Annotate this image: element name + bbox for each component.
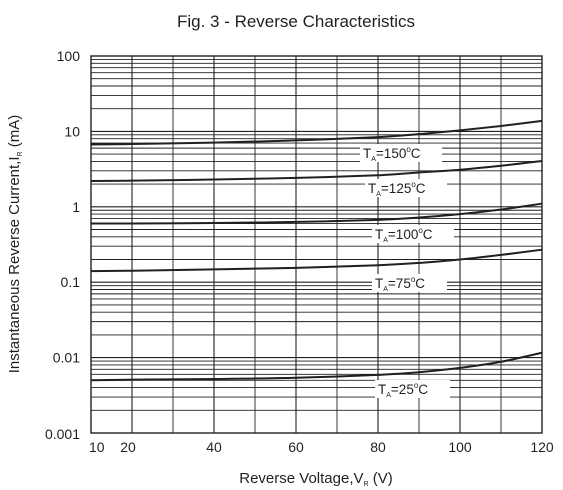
series-line-0: [90, 119, 543, 146]
y-tick-label: 1: [72, 199, 80, 215]
x-tick-label: 100: [448, 439, 472, 455]
y-tick-label: 100: [57, 48, 81, 64]
x-axis-label-sub: R: [364, 481, 369, 488]
series-label: TA=75oC: [375, 275, 425, 293]
x-axis-label-main: Reverse Voltage,V: [239, 470, 363, 487]
series-label-bg: [372, 225, 454, 243]
series-label-bg: [360, 144, 442, 162]
x-tick-labels: 10 20 40 60 80 100 120: [89, 439, 554, 455]
y-tick-label: 0.1: [61, 274, 81, 290]
series-label-bg: [372, 274, 447, 292]
x-tick-label: 40: [206, 439, 222, 455]
x-tick-label: 20: [120, 439, 136, 455]
plot-frame: [90, 55, 543, 434]
series-line-1: [90, 160, 543, 182]
y-axis-label: Instantaneous Reverse Current,IR (mA): [6, 115, 24, 374]
curves: [90, 119, 543, 382]
y-tick-label: 0.001: [45, 426, 80, 442]
series-label: TA=25oC: [378, 381, 428, 399]
series-label: TA=150oC: [363, 145, 421, 163]
x-tick-label: 60: [288, 439, 304, 455]
series-label-bg: [375, 380, 450, 398]
series-labels: TA=150oC TA=125oC TA=100oC TA=75oC TA=25oC: [360, 144, 454, 399]
y-tick-label: 10: [64, 123, 80, 139]
series-line-4: [90, 351, 543, 382]
y-tick-labels: 0.001 0.01 0.1 1 10 100: [45, 48, 80, 442]
x-tick-label: 80: [370, 439, 386, 455]
x-tick-label: 10: [89, 439, 105, 455]
y-axis-label-unit: (mA): [6, 115, 23, 152]
y-axis-label-sub: R: [17, 151, 24, 156]
series-line-2: [90, 202, 543, 225]
x-axis-label: Reverse Voltage,VR (V): [239, 470, 392, 488]
x-axis-label-unit: (V): [369, 470, 393, 487]
series-label-bg: [365, 179, 447, 197]
chart-title: Fig. 3 - Reverse Characteristics: [177, 12, 415, 31]
series-label: TA=125oC: [368, 180, 426, 198]
x-tick-label: 120: [530, 439, 554, 455]
y-axis-label-main: Instantaneous Reverse Current,I: [6, 156, 23, 373]
series-line-3: [90, 248, 543, 273]
y-tick-label: 0.01: [53, 350, 80, 366]
grid: [91, 56, 542, 433]
series-label: TA=100oC: [375, 226, 433, 244]
